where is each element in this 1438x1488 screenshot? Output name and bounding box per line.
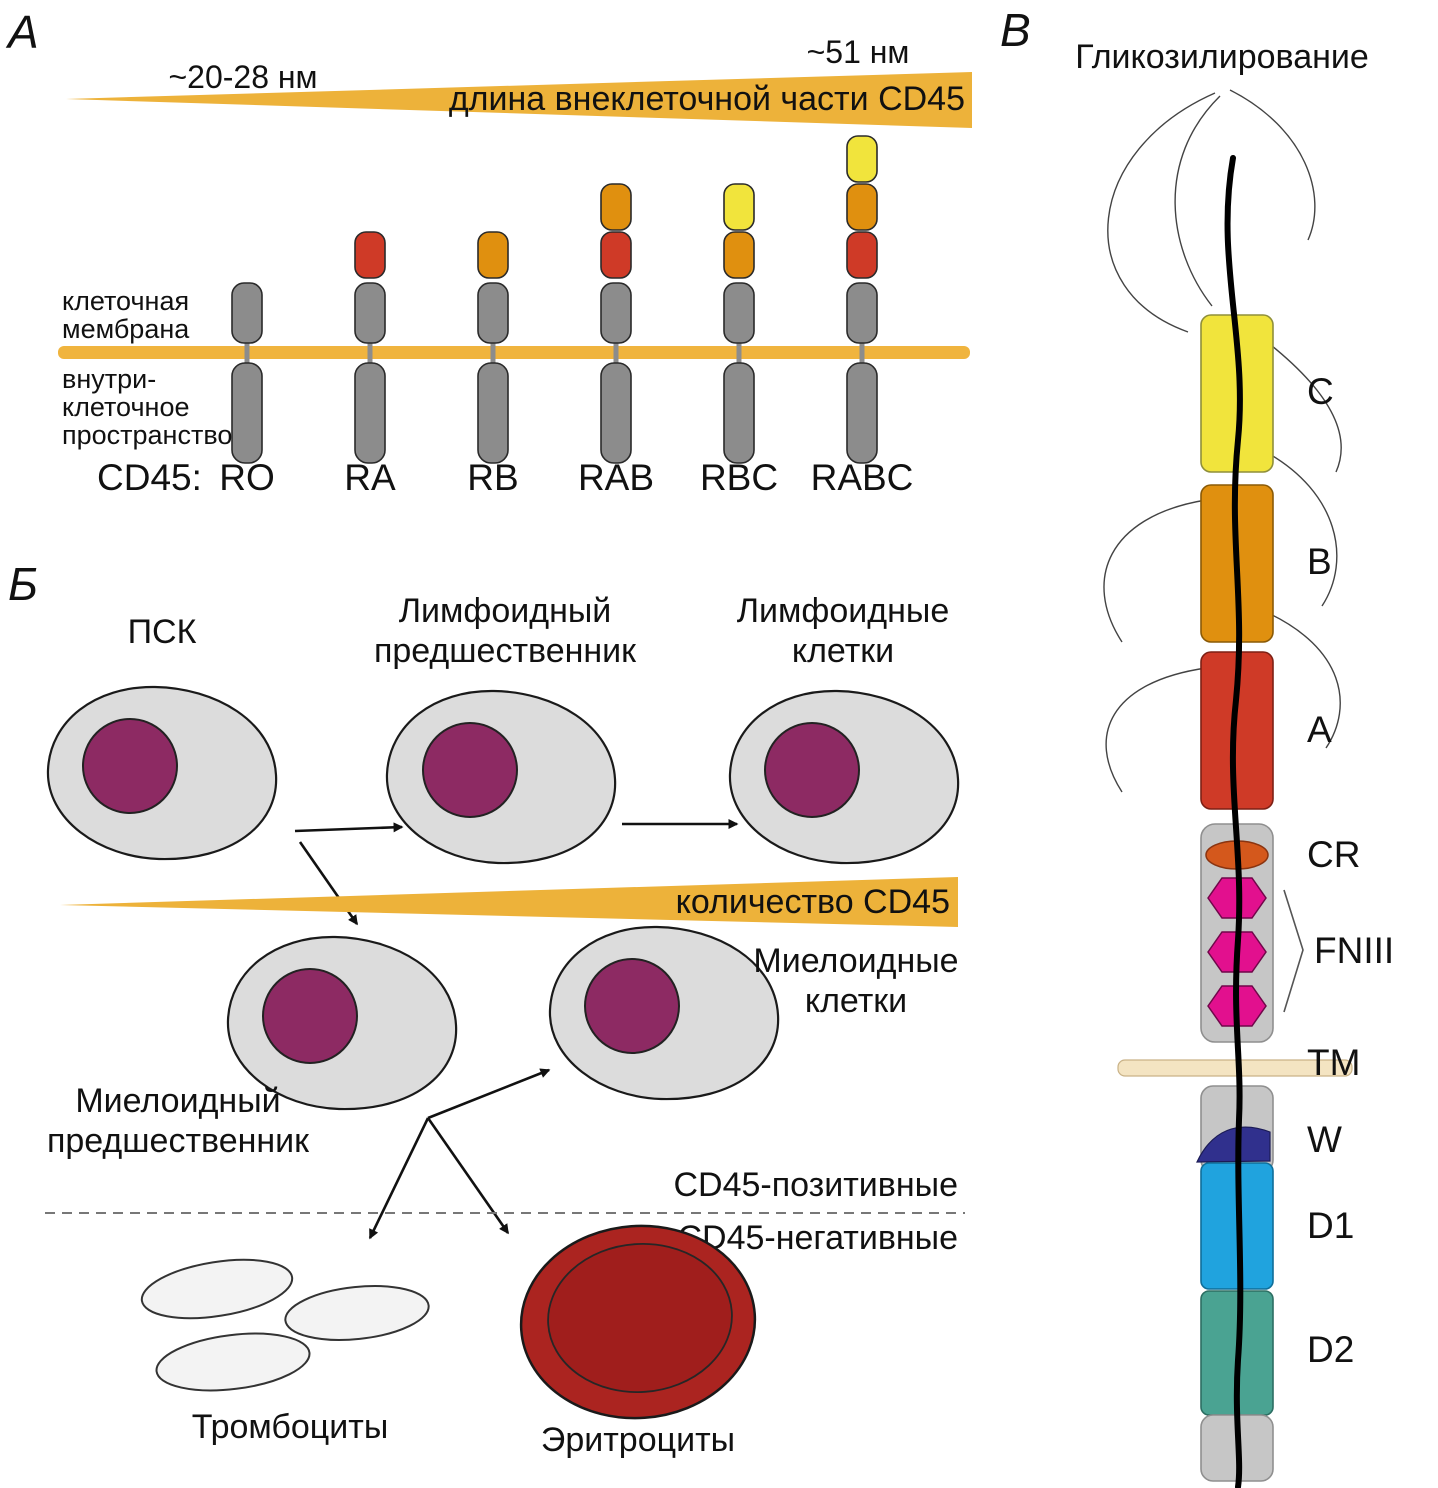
myeloid-precursor-label-2: предшественник [47, 1122, 310, 1160]
isoform-group: RO RA RB RAB RBC RABC [219, 135, 914, 498]
glycan-chain-4 [1261, 337, 1342, 473]
w-wedge [1196, 1126, 1271, 1163]
tm-label: TM [1307, 1042, 1360, 1083]
myeloid-cells-label-1: Миелоидные [753, 942, 958, 980]
fniii-label: FNIII [1314, 930, 1394, 971]
isoform-rbc: RBC [700, 183, 778, 498]
amount-gradient-triangle [60, 877, 958, 927]
lymphoid-cells-label-2: клетки [792, 632, 894, 670]
tm-bar [1117, 1059, 1353, 1077]
isoform-label-rbc: RBC [700, 457, 778, 498]
isoform-ro: RO [219, 282, 275, 498]
membrane-neck [736, 336, 742, 368]
isoform-label-rb: RB [467, 457, 518, 498]
cr-label: CR [1307, 834, 1360, 875]
glycan-chain-5 [1265, 451, 1338, 607]
glycan-chain-6 [1103, 499, 1207, 643]
erythrocyte-inner [547, 1243, 733, 1393]
arrow-branch-to-platelets [368, 1117, 430, 1240]
nucleus-psk [82, 718, 178, 814]
glycosylation-label: Гликозилирование [1075, 38, 1369, 76]
nucleus-lymphoid-cells [764, 722, 860, 818]
arrow-psk-to-lymphoid-precursor [294, 822, 404, 833]
myeloid-cells-label-2: клетки [805, 982, 907, 1020]
membrane-neck [367, 336, 373, 368]
membrane-label-line1: клеточная [62, 286, 189, 316]
erythrocytes-label: Эритроциты [541, 1421, 735, 1459]
lymphoid-precursor-label-2: предшественник [374, 632, 637, 670]
fniii-bracket [1283, 889, 1304, 1013]
membrane-neck [490, 336, 496, 368]
isoform-ra: RA [344, 231, 396, 498]
cd45-prefix-label: CD45: [97, 457, 202, 498]
intracellular-label-line2: клеточное [62, 392, 190, 422]
cd45-negative-label: CD45-негативные [678, 1219, 959, 1257]
psk-label: ПСК [128, 613, 197, 651]
platelet-3 [155, 1332, 311, 1392]
membrane-neck [613, 336, 619, 368]
membrane-neck [859, 336, 865, 368]
intracellular-label-line1: внутри- [62, 364, 156, 394]
arrow-branch-to-erythrocytes [426, 1117, 510, 1235]
isoform-rab: RAB [578, 183, 654, 498]
isoform-label-ra: RA [344, 457, 396, 498]
panel-v-letter: В [1000, 4, 1031, 56]
isoform-label-rab: RAB [578, 457, 654, 498]
nucleus-myeloid-precursor [262, 968, 358, 1064]
isoform-label-rabc: RABC [811, 457, 914, 498]
panel-a-letter: А [5, 6, 39, 58]
platelets-label: Тромбоциты [192, 1408, 389, 1446]
platelet-2 [284, 1285, 430, 1341]
length-gradient-triangle [66, 72, 972, 128]
domain-b-label: B [1307, 541, 1332, 582]
nucleus-myeloid-cells [584, 958, 680, 1054]
domain-a-label: A [1307, 709, 1332, 750]
amount-label: количество CD45 [676, 883, 950, 921]
membrane-neck [244, 336, 250, 368]
intracellular-label-line3: пространство [62, 420, 232, 450]
glycan-chain-3 [1229, 89, 1316, 241]
lymphoid-cells-label-1: Лимфоидные [737, 592, 950, 630]
membrane-label-line2: мембрана [62, 314, 190, 344]
isoform-rb: RB [467, 231, 519, 498]
protein-backbone [1224, 155, 1244, 1488]
d2-label: D2 [1307, 1329, 1354, 1370]
w-label: W [1307, 1119, 1342, 1160]
length-gradient-title: длина внеклеточной части CD45 [449, 80, 965, 118]
platelet-1 [140, 1258, 294, 1320]
arrow-branch-to-myeloid-cells [427, 1068, 551, 1120]
panel-b-letter: Б [8, 558, 38, 610]
domain-c-label: C [1307, 371, 1334, 412]
lymphoid-precursor-label-1: Лимфоидный [399, 592, 612, 630]
membrane-bar [58, 346, 970, 359]
length-left-label: ~20-28 нм [168, 59, 317, 95]
glycan-chain-1 [1107, 92, 1216, 333]
isoform-rabc: RABC [811, 135, 914, 498]
cd45-positive-label: CD45-позитивные [673, 1166, 958, 1204]
glycan-chain-7 [1105, 667, 1207, 793]
isoform-label-ro: RO [219, 457, 275, 498]
d1-label: D1 [1307, 1205, 1354, 1246]
length-right-label: ~51 нм [807, 34, 910, 70]
nucleus-lymphoid-precursor [422, 722, 518, 818]
glycan-chain-2 [1174, 95, 1221, 307]
myeloid-precursor-label-1: Миелоидный [75, 1082, 280, 1120]
glycan-chain-8 [1265, 611, 1341, 749]
